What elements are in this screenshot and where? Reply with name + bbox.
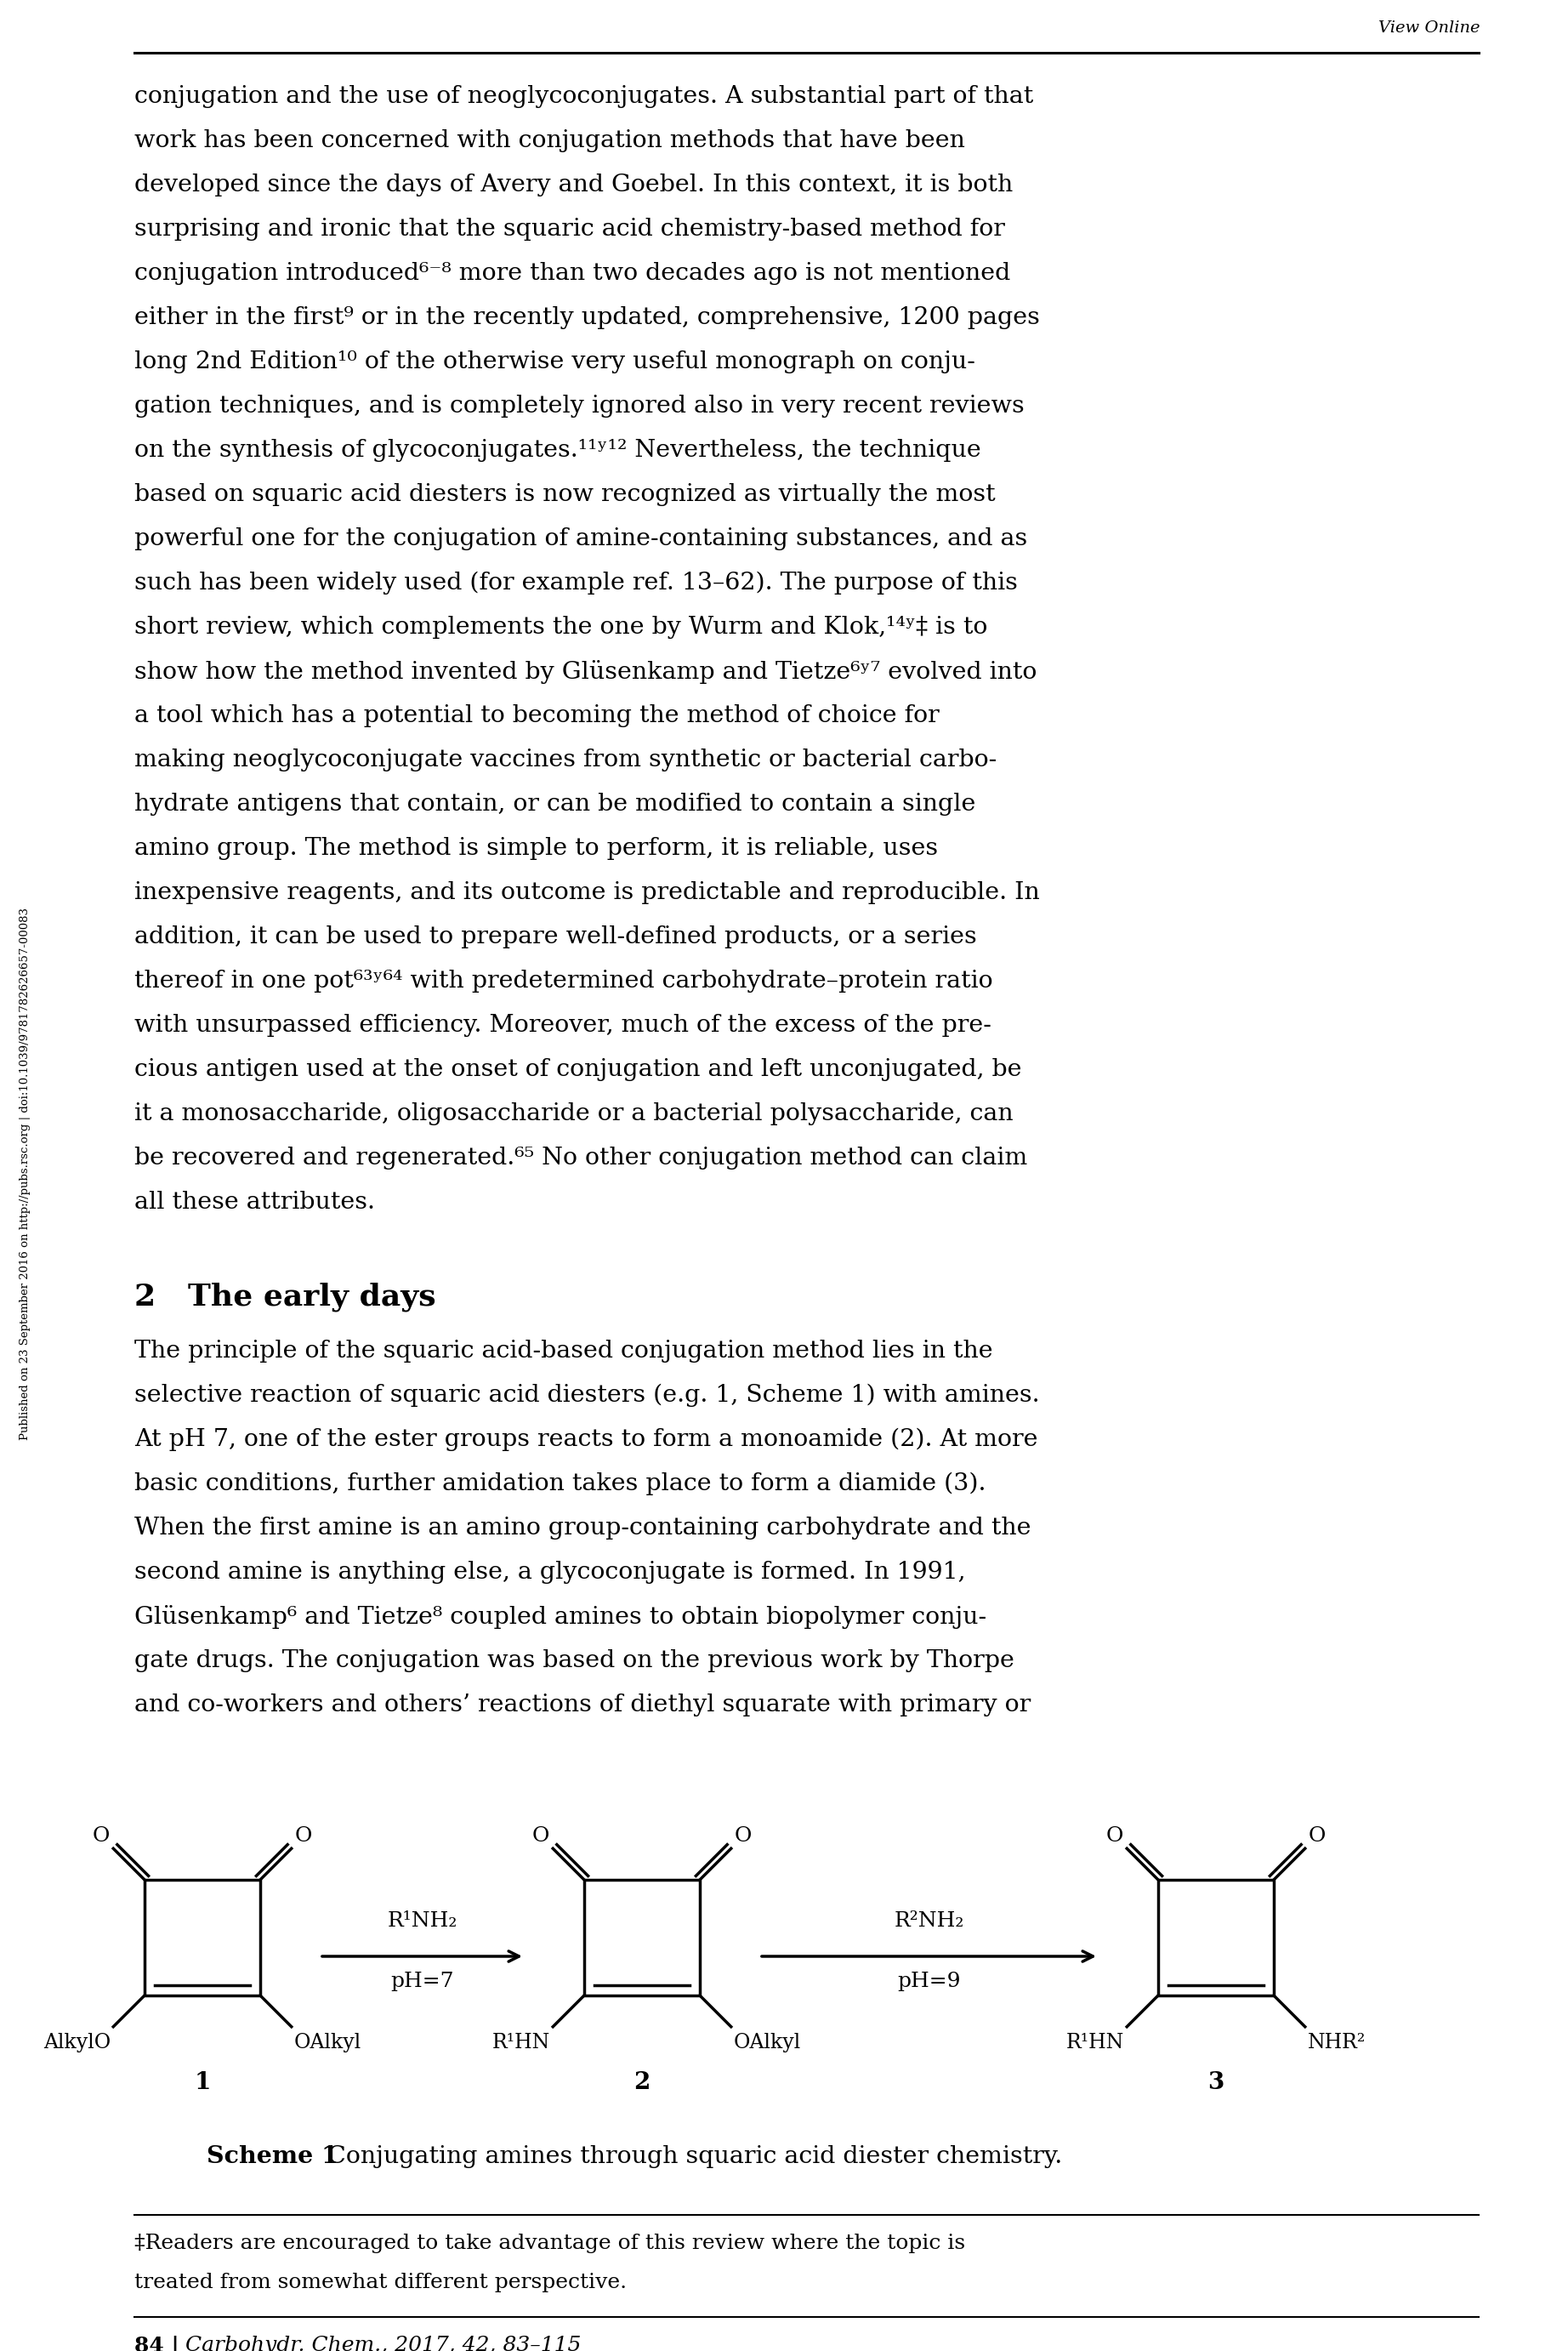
Text: NHR²: NHR² xyxy=(1308,2034,1366,2052)
Text: work has been concerned with conjugation methods that have been: work has been concerned with conjugation… xyxy=(135,129,964,153)
Text: R¹HN: R¹HN xyxy=(492,2034,550,2052)
Text: 1: 1 xyxy=(194,2071,210,2095)
Text: ‡Readers are encouraged to take advantage of this review where the topic is: ‡Readers are encouraged to take advantag… xyxy=(135,2233,966,2252)
Text: gation techniques, and is completely ignored also in very recent reviews: gation techniques, and is completely ign… xyxy=(135,395,1024,418)
Text: show how the method invented by Glüsenkamp and Tietze⁶ʸ⁷ evolved into: show how the method invented by Glüsenka… xyxy=(135,661,1036,684)
Text: on the synthesis of glycoconjugates.¹¹ʸ¹² Nevertheless, the technique: on the synthesis of glycoconjugates.¹¹ʸ¹… xyxy=(135,440,982,461)
Text: O: O xyxy=(532,1827,549,1846)
Text: treated from somewhat different perspective.: treated from somewhat different perspect… xyxy=(135,2273,627,2292)
Text: conjugation introduced⁶⁻⁸ more than two decades ago is not mentioned: conjugation introduced⁶⁻⁸ more than two … xyxy=(135,261,1010,284)
Text: pH=7: pH=7 xyxy=(390,1972,453,1991)
Text: Conjugating amines through squaric acid diester chemistry.: Conjugating amines through squaric acid … xyxy=(304,2144,1062,2168)
Text: powerful one for the conjugation of amine-containing substances, and as: powerful one for the conjugation of amin… xyxy=(135,527,1027,550)
Text: thereof in one pot⁶³ʸ⁶⁴ with predetermined carbohydrate–protein ratio: thereof in one pot⁶³ʸ⁶⁴ with predetermin… xyxy=(135,969,993,992)
Text: View Online: View Online xyxy=(1378,21,1480,35)
Text: O: O xyxy=(1308,1827,1327,1846)
Text: Scheme 1: Scheme 1 xyxy=(207,2144,339,2168)
Text: gate drugs. The conjugation was based on the previous work by Thorpe: gate drugs. The conjugation was based on… xyxy=(135,1650,1014,1672)
Text: making neoglycoconjugate vaccines from synthetic or bacterial carbo-: making neoglycoconjugate vaccines from s… xyxy=(135,748,997,771)
Text: O: O xyxy=(93,1827,110,1846)
Text: At pH 7, one of the ester groups reacts to form a monoamide (2). At more: At pH 7, one of the ester groups reacts … xyxy=(135,1427,1038,1451)
Text: conjugation and the use of neoglycoconjugates. A substantial part of that: conjugation and the use of neoglycoconju… xyxy=(135,85,1033,108)
Text: Glüsenkamp⁶ and Tietze⁸ coupled amines to obtain biopolymer conju-: Glüsenkamp⁶ and Tietze⁸ coupled amines t… xyxy=(135,1606,986,1629)
Text: be recovered and regenerated.⁶⁵ No other conjugation method can claim: be recovered and regenerated.⁶⁵ No other… xyxy=(135,1147,1027,1168)
Text: Published on 23 September 2016 on http://pubs.rsc.org | doi:10.1039/978178262665: Published on 23 September 2016 on http:/… xyxy=(20,907,31,1441)
Text: R¹NH₂: R¹NH₂ xyxy=(387,1911,458,1930)
Text: pH=9: pH=9 xyxy=(897,1972,961,1991)
Text: based on squaric acid diesters is now recognized as virtually the most: based on squaric acid diesters is now re… xyxy=(135,482,996,505)
Text: 2: 2 xyxy=(633,2071,651,2095)
Text: basic conditions, further amidation takes place to form a diamide (3).: basic conditions, further amidation take… xyxy=(135,1472,986,1495)
Text: O: O xyxy=(734,1827,751,1846)
Text: OAlkyl: OAlkyl xyxy=(734,2034,801,2052)
Text: amino group. The method is simple to perform, it is reliable, uses: amino group. The method is simple to per… xyxy=(135,837,938,860)
Text: addition, it can be used to prepare well-defined products, or a series: addition, it can be used to prepare well… xyxy=(135,926,977,947)
Text: with unsurpassed efficiency. Moreover, much of the excess of the pre-: with unsurpassed efficiency. Moreover, m… xyxy=(135,1013,991,1037)
Text: long 2nd Edition¹⁰ of the otherwise very useful monograph on conju-: long 2nd Edition¹⁰ of the otherwise very… xyxy=(135,350,975,374)
Text: and co-workers and others’ reactions of diethyl squarate with primary or: and co-workers and others’ reactions of … xyxy=(135,1693,1030,1716)
Text: a tool which has a potential to becoming the method of choice for: a tool which has a potential to becoming… xyxy=(135,705,939,726)
Text: R²NH₂: R²NH₂ xyxy=(894,1911,964,1930)
Text: R¹HN: R¹HN xyxy=(1066,2034,1124,2052)
Text: 3: 3 xyxy=(1207,2071,1225,2095)
Text: O: O xyxy=(295,1827,312,1846)
Text: cious antigen used at the onset of conjugation and left unconjugated, be: cious antigen used at the onset of conju… xyxy=(135,1058,1022,1081)
Text: short review, which complements the one by Wurm and Klok,¹⁴ʸ‡ is to: short review, which complements the one … xyxy=(135,616,988,639)
Text: 2   The early days: 2 The early days xyxy=(135,1281,436,1312)
Text: The principle of the squaric acid-based conjugation method lies in the: The principle of the squaric acid-based … xyxy=(135,1340,993,1364)
Text: surprising and ironic that the squaric acid chemistry-based method for: surprising and ironic that the squaric a… xyxy=(135,219,1005,240)
Text: second amine is anything else, a glycoconjugate is formed. In 1991,: second amine is anything else, a glycoco… xyxy=(135,1561,966,1585)
Text: all these attributes.: all these attributes. xyxy=(135,1192,375,1213)
Text: O: O xyxy=(1105,1827,1124,1846)
Text: it a monosaccharide, oligosaccharide or a bacterial polysaccharide, can: it a monosaccharide, oligosaccharide or … xyxy=(135,1103,1013,1126)
Text: inexpensive reagents, and its outcome is predictable and reproducible. In: inexpensive reagents, and its outcome is… xyxy=(135,882,1040,905)
Text: hydrate antigens that contain, or can be modified to contain a single: hydrate antigens that contain, or can be… xyxy=(135,792,975,816)
Text: 84 |: 84 | xyxy=(135,2335,179,2351)
Text: When the first amine is an amino group-containing carbohydrate and the: When the first amine is an amino group-c… xyxy=(135,1516,1032,1540)
Text: such has been widely used (for example ref. 13–62). The purpose of this: such has been widely used (for example r… xyxy=(135,571,1018,595)
Text: AlkylO: AlkylO xyxy=(44,2034,111,2052)
Text: OAlkyl: OAlkyl xyxy=(295,2034,361,2052)
Text: developed since the days of Avery and Goebel. In this context, it is both: developed since the days of Avery and Go… xyxy=(135,174,1013,197)
Text: selective reaction of squaric acid diesters (e.g. 1, Scheme 1) with amines.: selective reaction of squaric acid diest… xyxy=(135,1385,1040,1408)
Text: either in the first⁹ or in the recently updated, comprehensive, 1200 pages: either in the first⁹ or in the recently … xyxy=(135,306,1040,329)
Text: Carbohydr. Chem., 2017, 42, 83–115: Carbohydr. Chem., 2017, 42, 83–115 xyxy=(179,2335,582,2351)
